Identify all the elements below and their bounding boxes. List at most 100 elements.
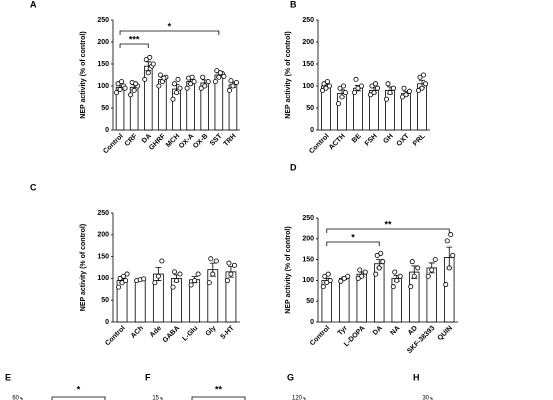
data-point (170, 96, 176, 102)
panel-letter: E (5, 372, 11, 382)
x-tick-label: CRF (124, 132, 140, 148)
y-tick-label: 250 (97, 17, 109, 24)
y-tick-label: 50 (101, 297, 109, 304)
y-tick-label: 200 (97, 39, 109, 46)
data-point (221, 73, 227, 79)
x-tick-label: GH (382, 133, 394, 145)
data-point (198, 85, 204, 91)
data-point (124, 271, 130, 277)
data-point (425, 273, 431, 279)
y-tick-label: 200 (302, 39, 314, 46)
data-point (119, 79, 125, 85)
bar (207, 269, 219, 323)
data-point (119, 280, 125, 286)
data-point (122, 85, 128, 91)
x-tick-label: PRL (412, 132, 427, 147)
data-point (321, 81, 327, 87)
data-point (171, 269, 177, 275)
x-tick-label: FSH (364, 133, 379, 148)
data-point (397, 273, 403, 279)
data-point (155, 273, 161, 279)
y-tick-label: 150 (97, 61, 109, 68)
data-point (184, 85, 190, 91)
panel-letter: G (287, 372, 294, 382)
y-tick-label: 50 (101, 105, 109, 112)
x-tick-label: Control (104, 325, 127, 348)
data-point (206, 280, 212, 286)
data-point (216, 74, 222, 80)
data-point (214, 68, 220, 74)
data-point (116, 284, 122, 290)
y-tick-label: 50 (306, 298, 314, 305)
x-tick-label: OX-A (178, 133, 195, 150)
data-point (323, 85, 329, 91)
data-point (123, 278, 129, 284)
data-point (450, 252, 456, 258)
significance-bracket (119, 43, 149, 48)
data-point (351, 90, 357, 96)
data-point (401, 85, 407, 91)
x-tick-label: AD (407, 325, 419, 337)
y-tick-label: 100 (97, 275, 109, 282)
data-point (150, 61, 156, 67)
significance-bracket (326, 241, 380, 246)
data-point (161, 75, 167, 81)
significance-bracket (119, 30, 220, 35)
x-tick-label: OXT (396, 132, 412, 148)
data-point (362, 269, 368, 275)
data-point (205, 79, 211, 85)
data-point (195, 271, 201, 277)
x-tick-label: DA (372, 325, 384, 337)
data-point (325, 271, 331, 277)
data-point (342, 90, 348, 96)
data-point (128, 92, 134, 98)
data-point (411, 273, 417, 279)
data-point (177, 271, 183, 277)
data-point (210, 271, 216, 277)
y-tick-label: 150 (302, 61, 314, 68)
data-point (142, 76, 148, 82)
x-tick-label: SST (209, 132, 224, 147)
data-point (399, 94, 405, 100)
data-point (355, 275, 361, 281)
data-point (175, 76, 181, 82)
data-point (376, 265, 382, 271)
panel-letter: C (30, 182, 37, 192)
data-point (385, 81, 391, 87)
significance-bracket (191, 396, 246, 400)
data-point (226, 87, 232, 93)
data-point (340, 83, 346, 89)
data-point (371, 90, 377, 96)
data-point (429, 267, 435, 273)
data-point (378, 250, 384, 256)
data-point (133, 81, 139, 87)
data-point (419, 85, 425, 91)
significance-label: *** (129, 34, 140, 44)
y-tick-label: 60 (12, 396, 19, 400)
x-tick-label: ACh (130, 325, 145, 340)
data-point (422, 81, 428, 87)
x-tick-label: TRH (223, 133, 238, 148)
x-tick-label: GABA (162, 325, 182, 345)
y-axis-label: NEP activity (% of control) (285, 226, 292, 313)
y-tick-label: 200 (302, 236, 314, 243)
x-tick-label: NA (389, 325, 401, 337)
data-point (403, 92, 409, 98)
panel-letter: D (290, 162, 297, 172)
panel-letter: B (290, 0, 297, 9)
data-point (358, 83, 364, 89)
data-point (324, 79, 330, 85)
data-point (114, 90, 120, 96)
data-point (367, 92, 373, 98)
data-point (191, 79, 197, 85)
x-tick-label: GHRF (148, 132, 167, 151)
x-tick-label: L-Glu (181, 325, 199, 343)
data-point (337, 85, 343, 91)
data-point (327, 277, 333, 283)
y-axis-label: NEP activity (% of control) (80, 31, 87, 118)
data-point (173, 278, 179, 284)
y-tick-label: 0 (310, 127, 314, 134)
y-tick-label: 0 (105, 319, 109, 326)
bar (409, 271, 420, 323)
